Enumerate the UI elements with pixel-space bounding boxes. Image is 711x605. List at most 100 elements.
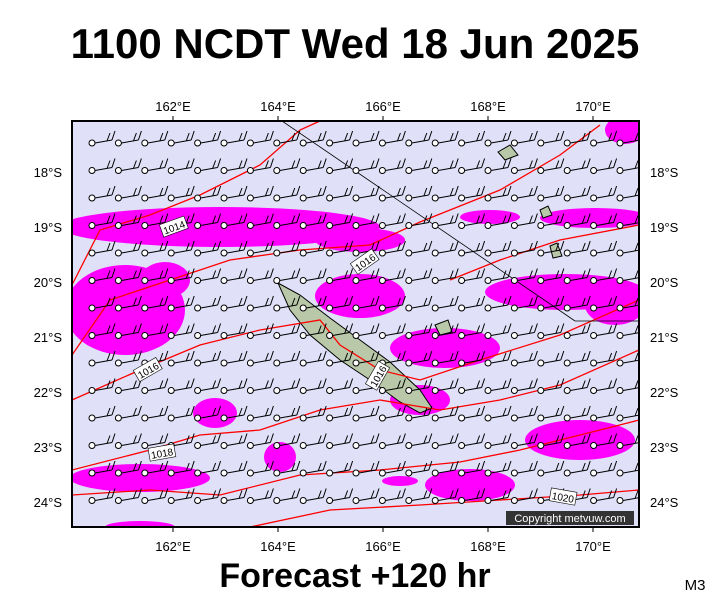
barb-flag [243, 295, 248, 306]
barb-flag [296, 460, 301, 471]
barb-flag [370, 407, 375, 417]
barb-shaft [385, 387, 403, 391]
barb-shaft [464, 194, 482, 199]
barb-station [220, 167, 228, 174]
barb-flag [481, 405, 486, 416]
barb-flag [481, 213, 486, 223]
barb-shaft [306, 497, 324, 501]
barb-shaft [438, 469, 456, 474]
barb-shaft [200, 304, 218, 309]
barb-flag [423, 380, 428, 389]
barb-station [484, 387, 492, 394]
barb-flag [111, 240, 116, 251]
barb-flag [344, 435, 349, 444]
barb-station [194, 387, 202, 394]
barb-flag [106, 297, 111, 307]
barb-flag [449, 325, 454, 334]
barb-flag [428, 378, 433, 388]
barb-flag [560, 240, 565, 251]
barb-station [563, 359, 571, 367]
barb-flag [185, 215, 190, 224]
barb-station [326, 469, 334, 477]
axis-labels: 162°E 162°E 164°E 164°E 166°E 166°E 168°E 168°E… [34, 99, 679, 554]
barb-flag [322, 240, 327, 251]
barb-station [484, 469, 492, 477]
barb-station [352, 194, 360, 202]
barb-flag [217, 488, 222, 498]
barb-flag [217, 158, 222, 168]
barb-shaft [226, 497, 245, 501]
barb-flag [190, 323, 195, 333]
barb-flag [428, 130, 433, 141]
barb-station [590, 222, 598, 229]
barb-flag [217, 295, 222, 306]
lat-label: 20°S [650, 275, 679, 290]
barb-shaft [147, 442, 165, 446]
barb-shaft [306, 167, 324, 171]
barb-flag [560, 158, 565, 168]
barb-shaft [200, 387, 218, 391]
barb-shaft [94, 387, 113, 391]
barb-flag [132, 160, 137, 169]
barb-flag [137, 460, 142, 471]
barb-flag [159, 325, 164, 334]
barb-station [167, 194, 175, 202]
barb-station [458, 167, 466, 174]
barb-flag [640, 461, 643, 470]
barb-station [167, 304, 175, 312]
barb-flag [613, 323, 618, 333]
barb-flag [185, 490, 190, 499]
barb-shaft [253, 249, 271, 254]
barb-shaft [570, 222, 588, 226]
barb-station [537, 497, 545, 504]
barb-flag [344, 242, 349, 252]
barb-flag [454, 405, 459, 416]
barb-flag [375, 405, 380, 416]
barb-flag [159, 160, 164, 169]
barb-shaft [332, 469, 350, 474]
barb-flag [528, 270, 533, 279]
barb-station [563, 194, 571, 202]
barb-station [378, 194, 386, 202]
barb-station [114, 277, 122, 284]
barb-shaft [226, 332, 245, 336]
barb-station [378, 249, 386, 257]
barb-flag [159, 215, 164, 224]
barb-shaft [438, 332, 456, 336]
lon-label: 162°E [155, 539, 191, 554]
barb-flag [243, 350, 248, 361]
barb-station [458, 469, 466, 477]
barb-flag [370, 352, 375, 362]
barb-shaft [358, 277, 377, 281]
barb-flag [613, 405, 618, 416]
barb-flag [317, 325, 322, 334]
barb-station [141, 414, 149, 422]
barb-flag [555, 242, 560, 252]
barb-flag [502, 490, 507, 499]
barb-shaft [596, 139, 614, 144]
barb-flag [401, 295, 406, 306]
barb-shaft [147, 332, 165, 336]
barb-flag [185, 325, 190, 334]
lat-label: 22°S [650, 385, 679, 400]
barb-shaft [94, 469, 113, 474]
barb-flag [243, 158, 248, 168]
barb-shaft [622, 332, 639, 336]
barb-station [537, 359, 545, 367]
barb-shaft [121, 414, 139, 419]
barb-shaft [121, 442, 139, 446]
barb-flag [111, 433, 116, 443]
barb-shaft [490, 194, 509, 199]
barb-shaft [411, 139, 429, 144]
barb-station [299, 414, 307, 422]
barb-flag [640, 434, 643, 443]
barb-station [484, 277, 492, 284]
barb-flag [159, 407, 164, 417]
barb-flag [243, 130, 248, 141]
barb-flag [608, 380, 613, 389]
barb-flag [137, 488, 142, 498]
barb-flag [640, 241, 643, 250]
barb-flag [581, 490, 586, 499]
barb-station [114, 194, 122, 202]
barb-flag [106, 215, 111, 224]
